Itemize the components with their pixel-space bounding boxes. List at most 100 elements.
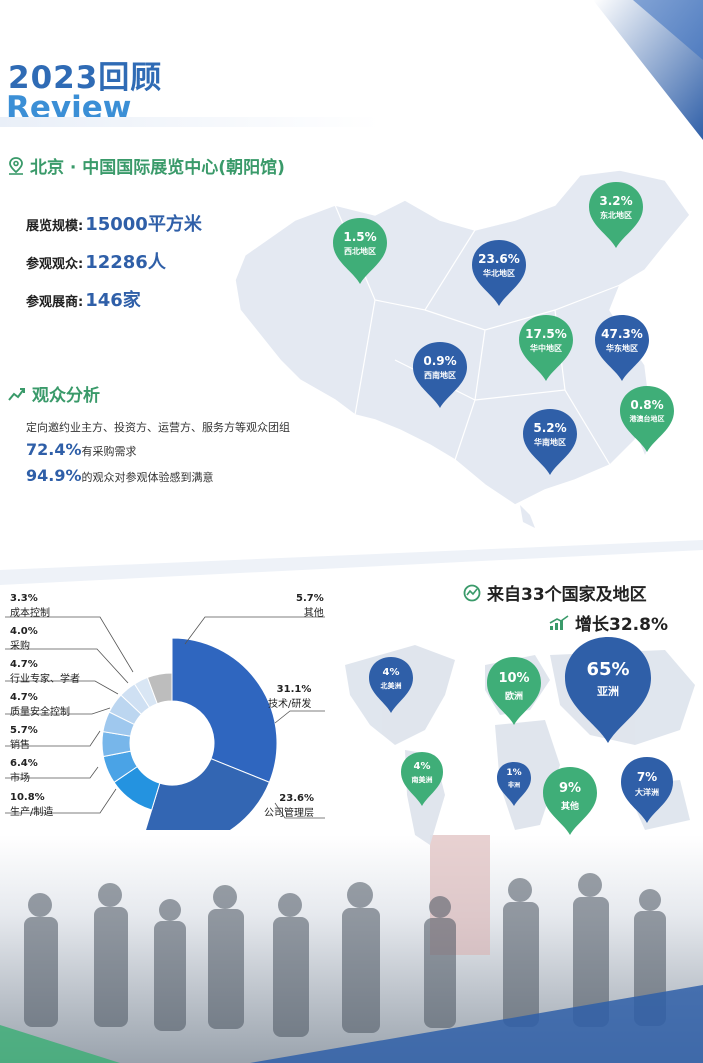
world-pin-africa: 1% 非洲 [495, 760, 533, 808]
title-underline [0, 117, 380, 127]
region-pct: 4% [413, 761, 431, 772]
world-pin-other: 9% 其他 [541, 765, 599, 837]
leader-line [5, 680, 119, 695]
region-pct: 47.3% [601, 327, 643, 341]
map-pin-icon [472, 240, 526, 306]
stat-visitors-label: 参观观众: [26, 257, 84, 272]
location-pin-icon [9, 156, 23, 175]
region-pct: 23.6% [478, 252, 520, 266]
label-production: 10.8% 生产/制造 [10, 792, 53, 818]
map-pin-icon [589, 182, 643, 248]
stat-area: 展览规模: 15000平方米 [26, 210, 202, 236]
audience-stat-1-text: 有采购需求 [81, 445, 137, 458]
label-name: 市场 [10, 773, 30, 784]
map-pin-icon [401, 752, 443, 806]
stat-area-value: 15000平方米 [85, 214, 202, 235]
region-pct: 5.2% [533, 421, 567, 435]
region-name: 大洋洲 [635, 788, 659, 797]
audience-heading: 观众分析 [8, 381, 100, 406]
region-pct: 1% [506, 768, 522, 778]
stat-area-label: 展览规模: [26, 219, 84, 234]
label-value: 6.4% [10, 758, 38, 769]
region-pin-central: 17.5% 华中地区 [517, 313, 575, 383]
world-pin-asia: 65% 亚洲 [563, 635, 653, 745]
globe-icon [463, 584, 481, 601]
leader-line [5, 766, 99, 779]
label-value: 3.3% [10, 593, 38, 604]
map-pin-icon [497, 762, 531, 806]
world-title-text: 来自33个国家及地区 [487, 585, 647, 605]
region-name: 华中地区 [530, 344, 562, 353]
region-pct: 17.5% [525, 327, 567, 341]
label-value: 5.7% [296, 593, 324, 604]
map-pin-icon [620, 386, 674, 452]
stat-visitors-value: 12286人 [85, 252, 166, 273]
label-value: 31.1% [276, 684, 312, 695]
venue-text: 北京 · 中国国际展览中心(朝阳馆) [30, 158, 285, 178]
audience-stat-2: 94.9%的观众对参观体验感到满意 [26, 466, 214, 485]
map-pin-icon [487, 657, 541, 725]
map-pin-icon [369, 657, 413, 713]
map-pin-icon [621, 757, 673, 823]
region-name: 南美洲 [411, 776, 433, 784]
venue-line: 北京 · 中国国际展览中心(朝阳馆) [8, 153, 285, 178]
label-marketing: 6.4% 市场 [10, 758, 38, 784]
leader-lines [5, 616, 325, 819]
map-pin-icon [543, 767, 597, 835]
region-pct: 9% [558, 781, 582, 796]
region-name: 亚洲 [597, 685, 619, 698]
label-sales: 5.7% 销售 [10, 725, 38, 751]
map-pin-icon [565, 637, 651, 743]
label-quality: 4.7% 质量安全控制 [10, 692, 70, 718]
growth-bars-icon [549, 614, 569, 630]
leader-line [274, 710, 325, 724]
region-name: 华东地区 [606, 344, 638, 353]
region-pin-northeast: 3.2% 东北地区 [587, 180, 645, 250]
label-tech: 31.1% 技术/研发 [268, 684, 311, 710]
label-value: 4.0% [10, 626, 38, 637]
donut-slice [145, 758, 271, 830]
growth-text: 增长32.8% [575, 615, 668, 635]
corner-decoration [593, 0, 703, 140]
audience-stat-2-value: 94.9% [26, 466, 82, 485]
leader-line [184, 616, 325, 645]
donut [101, 637, 278, 830]
label-name: 成本控制 [10, 608, 50, 619]
crowd-photo [0, 835, 703, 1063]
audience-heading-text: 观众分析 [32, 386, 100, 406]
region-name: 非洲 [507, 782, 520, 789]
label-value: 10.8% [10, 792, 45, 803]
region-pin-southwest: 0.9% 西南地区 [411, 340, 469, 410]
label-management: 23.6% 公司管理层 [264, 793, 314, 819]
label-name: 公司管理层 [264, 808, 314, 819]
region-pct: 7% [636, 770, 658, 784]
trend-chart-icon [8, 387, 25, 401]
region-pct: 10% [498, 671, 530, 686]
region-pin-north: 23.6% 华北地区 [470, 238, 528, 308]
leader-line [5, 616, 134, 673]
label-experts: 4.7% 行业专家、学者 [10, 659, 80, 685]
leader-line [5, 730, 101, 747]
world-pin-south-america: 4% 南美洲 [399, 750, 445, 808]
map-pin-icon [333, 218, 387, 284]
stat-exhibitors-label: 参观展商: [26, 295, 84, 310]
label-value: 23.6% [279, 793, 314, 804]
region-name: 东北地区 [600, 211, 632, 220]
donut-slice [171, 637, 278, 783]
stat-exhibitors: 参观展商: 146家 [26, 286, 141, 312]
china-map: 1.5% 西北地区 23.6% 华北地区 3.2% 东北地区 17.5% 华中地… [225, 160, 695, 530]
region-pct: 0.8% [630, 398, 664, 412]
region-pct: 0.9% [423, 354, 457, 368]
section-divider [0, 540, 703, 585]
label-value: 4.7% [10, 659, 38, 670]
region-pct: 65% [586, 659, 630, 680]
region-pct: 1.5% [343, 230, 377, 244]
stat-visitors: 参观观众: 12286人 [26, 248, 166, 274]
region-name: 其他 [560, 802, 579, 812]
label-purchasing: 4.0% 采购 [10, 626, 38, 652]
region-name: 西北地区 [344, 247, 376, 256]
label-name: 其他 [303, 608, 324, 619]
region-pct: 3.2% [599, 194, 633, 208]
map-pin-icon [519, 315, 573, 381]
region-pin-south: 5.2% 华南地区 [521, 407, 579, 477]
